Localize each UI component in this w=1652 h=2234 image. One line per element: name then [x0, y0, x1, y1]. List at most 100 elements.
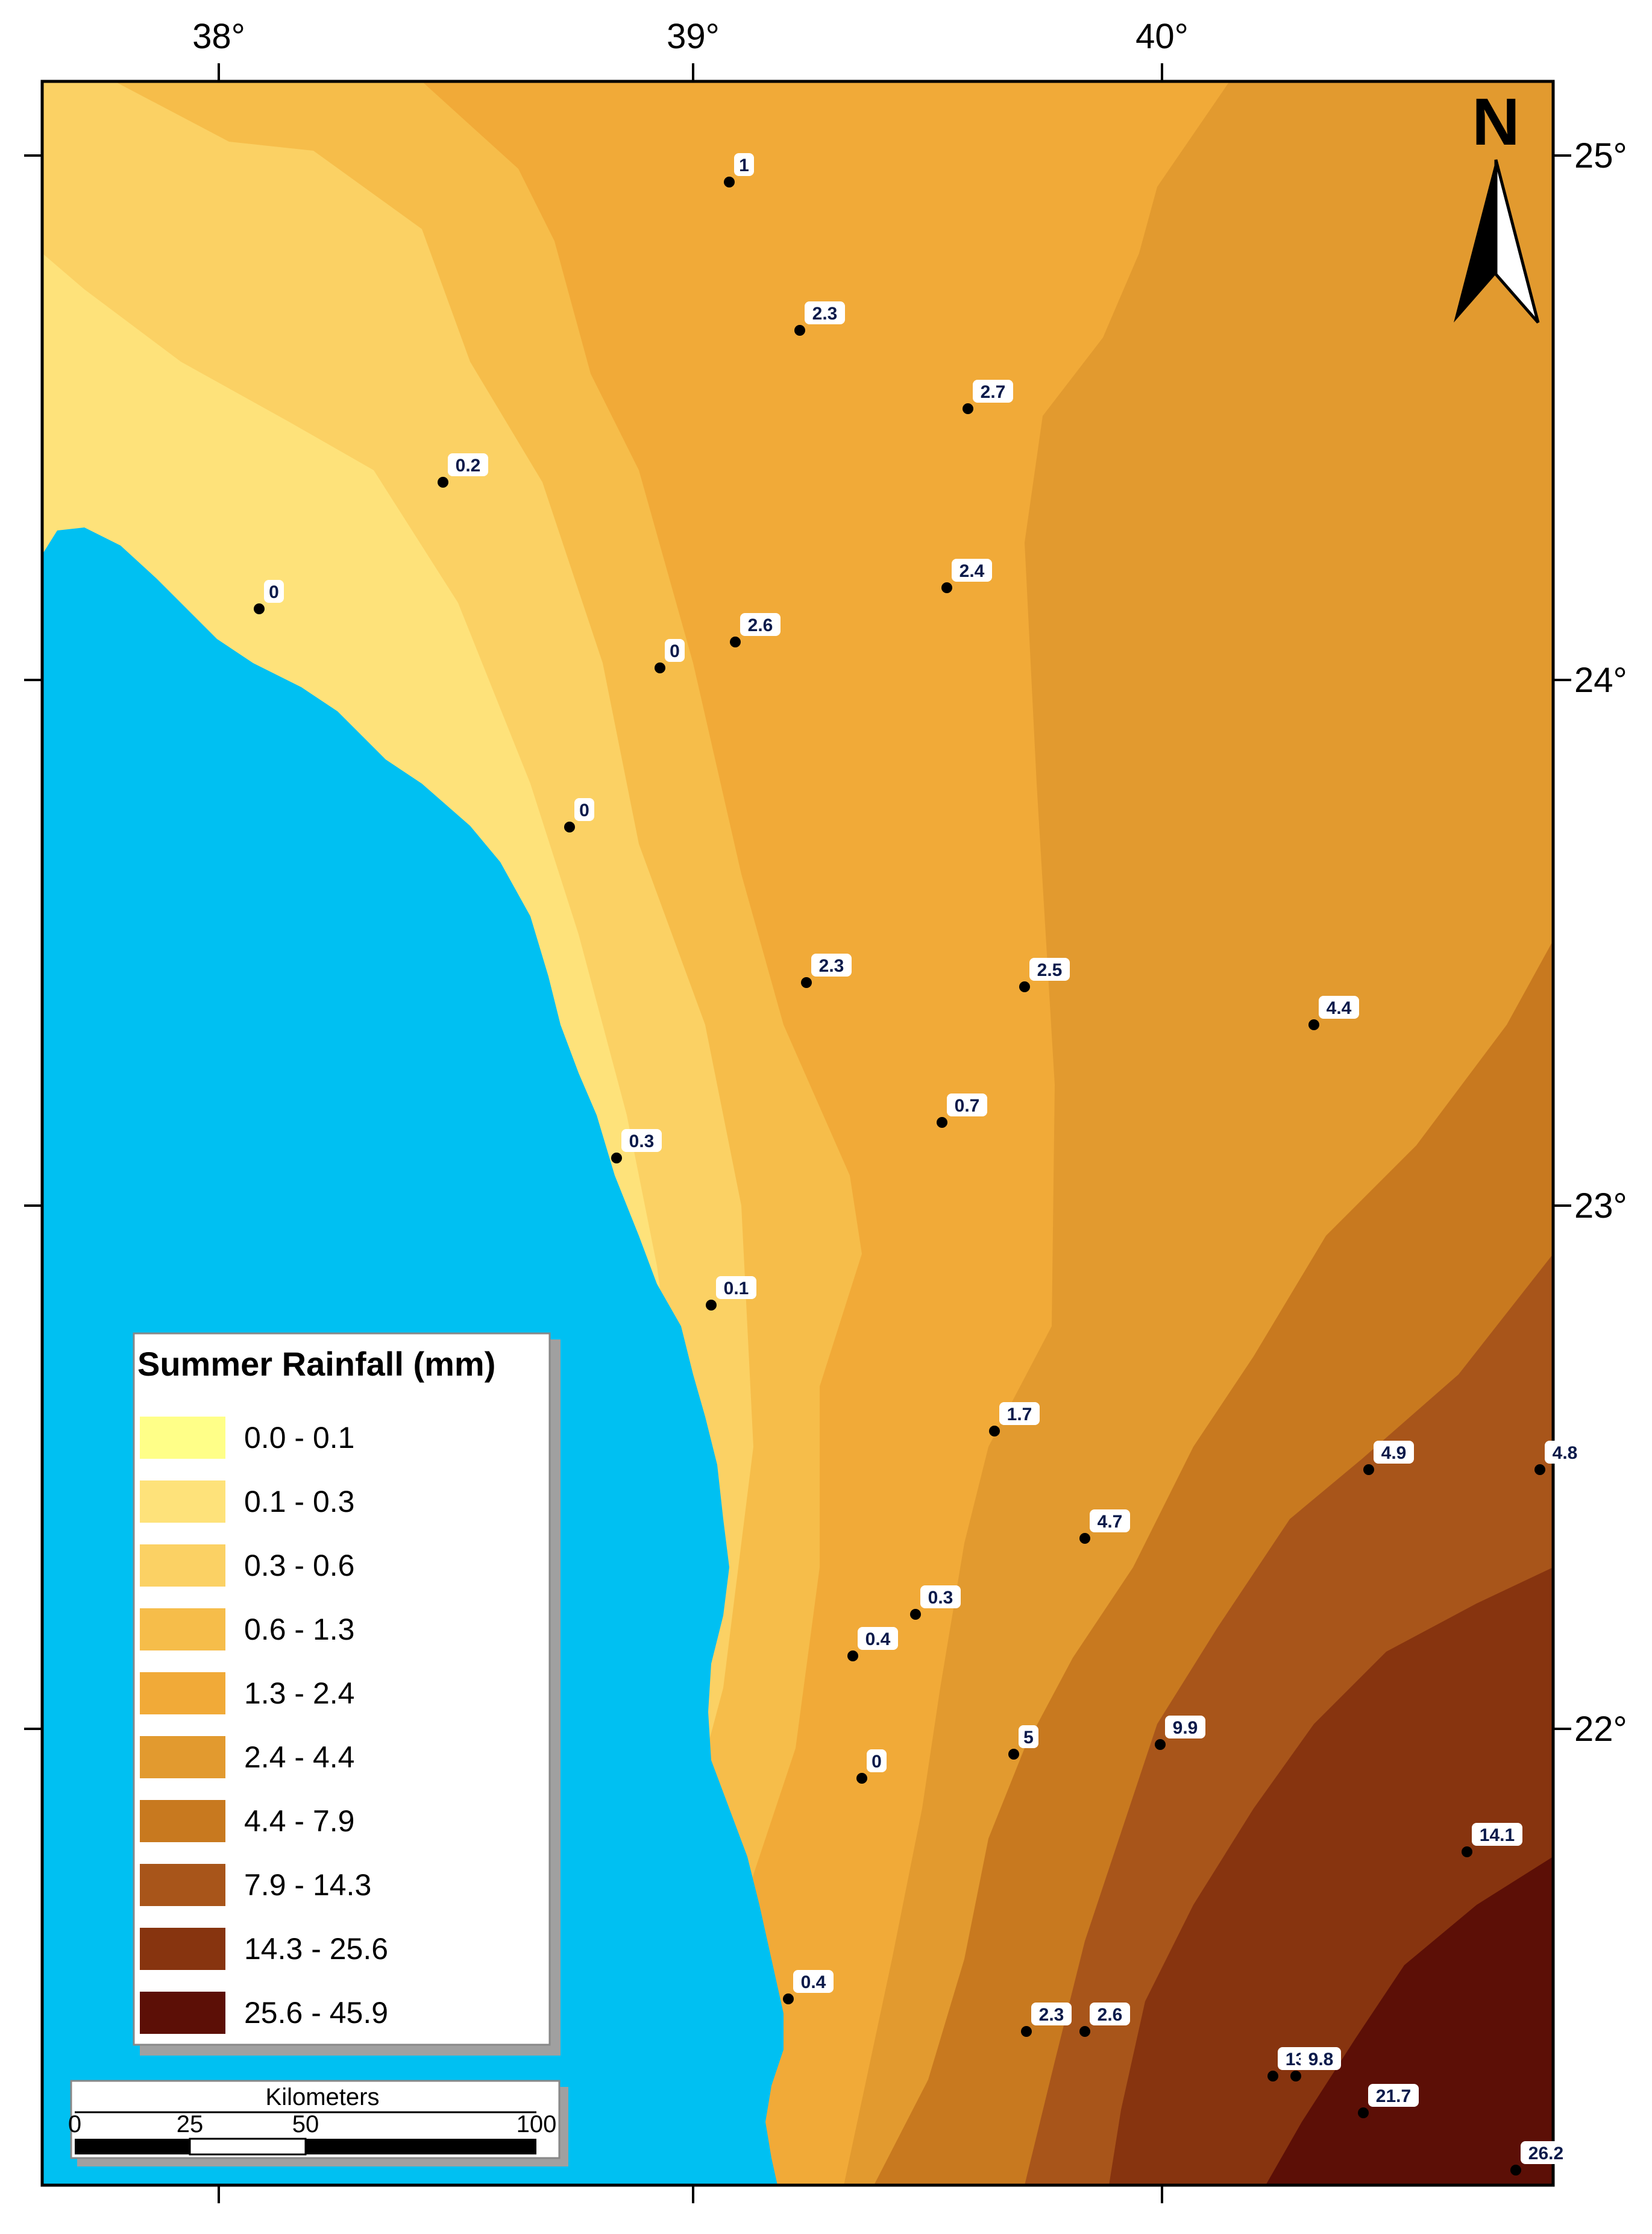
station-label-halo [1019, 1725, 1038, 1748]
north-arrow-icon: N [1454, 85, 1540, 324]
station-label-halo [1319, 996, 1359, 1019]
station-value-label: 2.3 [812, 304, 838, 324]
station-marker [1358, 2107, 1369, 2118]
legend-title: Summer Rainfall (mm) [137, 1345, 495, 1383]
station-value-label: 0.4 [865, 1629, 891, 1649]
station-label-halo [1374, 1441, 1414, 1464]
station-label-halo [1545, 1441, 1585, 1464]
zone-25-6-45-9 [1266, 1857, 1553, 2185]
station-marker [611, 1153, 622, 1163]
station-marker [963, 403, 973, 414]
station-label-halo [1368, 2084, 1419, 2107]
station-value-label: 4.4 [1327, 998, 1352, 1018]
station-label-halo [621, 1129, 662, 1152]
station-value-label: 2.6 [748, 615, 773, 635]
station-label-halo [973, 380, 1013, 403]
station-label-halo [448, 453, 488, 476]
station-marker [941, 582, 952, 593]
station-marker [1079, 2026, 1090, 2037]
station-label-halo [920, 1585, 961, 1608]
station-marker [937, 1117, 947, 1128]
station-value-label: 2.3 [1039, 2005, 1064, 2025]
scale-tick-100: 100 [517, 2111, 557, 2138]
station-label-halo [858, 1627, 898, 1650]
station-marker [1290, 2071, 1301, 2081]
lat-label-22: 22° [1574, 1710, 1627, 1749]
legend-label: 0.3 - 0.6 [244, 1549, 354, 1582]
station-marker [856, 1773, 867, 1784]
station-label-halo [574, 798, 594, 821]
station-marker [1155, 1739, 1166, 1750]
legend: Summer Rainfall (mm) 0.0 - 0.1 0.1 - 0.3 0… [133, 1332, 561, 2056]
station-marker [564, 822, 575, 832]
station-label-halo [740, 613, 780, 636]
station-marker [1267, 2071, 1278, 2081]
lon-label-38: 38° [192, 17, 245, 56]
station-marker [1510, 2165, 1521, 2176]
station-label-halo [805, 301, 845, 324]
lat-label-24: 24° [1574, 661, 1627, 700]
station-label-halo [1031, 2003, 1072, 2025]
station-marker [1462, 1846, 1472, 1857]
station-value-label: 14.1 [1480, 1825, 1515, 1845]
station-value-label: 1 [739, 156, 749, 175]
station-value-label: 26.2 [1528, 2144, 1563, 2163]
station-value-label: 0.7 [955, 1096, 980, 1116]
station-label-halo [1165, 1716, 1205, 1738]
station-value-label: 0 [269, 582, 279, 602]
legend-swatch [140, 1544, 225, 1587]
station-value-label: 0 [872, 1752, 882, 1772]
legend-label: 4.4 - 7.9 [244, 1804, 354, 1838]
station-value-label: 0.3 [928, 1588, 953, 1608]
station-marker [1021, 2026, 1032, 2037]
station-value-label: 0.3 [629, 1131, 655, 1151]
station-label-halo [665, 639, 685, 662]
station-value-label: 2.5 [1037, 960, 1063, 980]
station-label-halo [793, 1970, 834, 1993]
station-value-label: 5 [1023, 1728, 1034, 1748]
station-value-label: 4.9 [1381, 1443, 1407, 1463]
graticule [24, 63, 1571, 2203]
legend-swatch [140, 1928, 225, 1970]
station-value-label: 4.8 [1553, 1443, 1578, 1463]
legend-swatch [140, 1480, 225, 1523]
legend-swatch [140, 1800, 225, 1842]
scale-segment-3 [306, 2139, 536, 2154]
lon-label-39: 39° [667, 17, 720, 56]
station-label-halo [264, 580, 284, 603]
station-label-halo [947, 1093, 987, 1116]
map-frame [40, 80, 1555, 2187]
station-marker [730, 637, 741, 647]
station-marker [1019, 981, 1030, 992]
legend-swatch [140, 1672, 225, 1714]
station-marker [801, 977, 812, 988]
station-label-halo [1090, 2003, 1130, 2025]
station-label-halo [734, 153, 754, 176]
scale-tick-0: 0 [68, 2111, 81, 2138]
station-value-label: 0 [670, 641, 680, 661]
station-label-halo [952, 559, 992, 582]
station-value-label: 21.7 [1376, 2086, 1411, 2106]
legend-swatch [140, 1992, 225, 2034]
station-value-label: 9.8 [1308, 2050, 1334, 2069]
station-value-label: 2.6 [1098, 2005, 1123, 2025]
station-marker [1308, 1019, 1319, 1030]
legend-label: 2.4 - 4.4 [244, 1740, 354, 1774]
legend-label: 0.6 - 1.3 [244, 1613, 354, 1646]
station-marker [794, 325, 805, 336]
station-marker [783, 1993, 794, 2004]
station-value-label: 2.4 [959, 561, 985, 581]
station-label-halo [1029, 958, 1070, 981]
scale-tick-50: 50 [292, 2111, 319, 2138]
scale-title: Kilometers [266, 2084, 380, 2110]
station-marker [254, 603, 265, 614]
station-marker [655, 662, 665, 673]
legend-swatch [140, 1608, 225, 1650]
station-label-halo [1472, 1823, 1522, 1846]
station-value-label: 9.9 [1173, 1718, 1198, 1738]
station-marker [847, 1650, 858, 1661]
station-marker [1008, 1749, 1019, 1760]
scale-segment-2 [189, 2138, 307, 2156]
station-value-label: 2.7 [981, 382, 1006, 402]
